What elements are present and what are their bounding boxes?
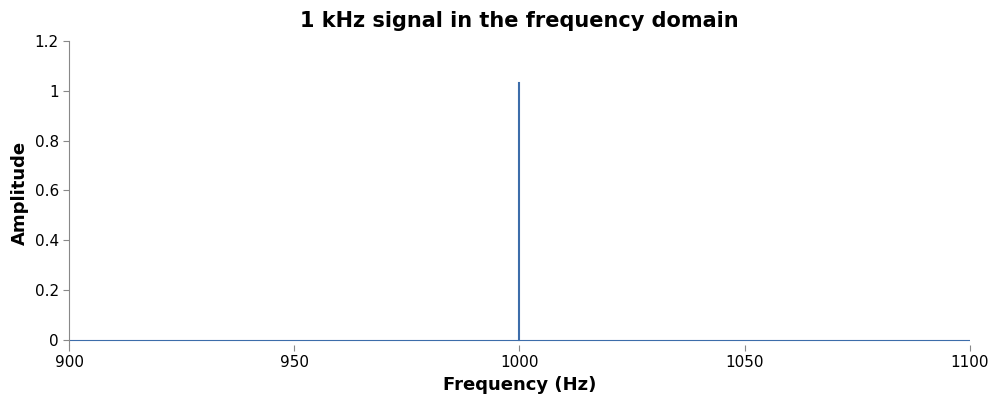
Y-axis label: Amplitude: Amplitude (11, 141, 29, 245)
X-axis label: Frequency (Hz): Frequency (Hz) (443, 376, 596, 394)
Title: 1 kHz signal in the frequency domain: 1 kHz signal in the frequency domain (300, 11, 739, 31)
